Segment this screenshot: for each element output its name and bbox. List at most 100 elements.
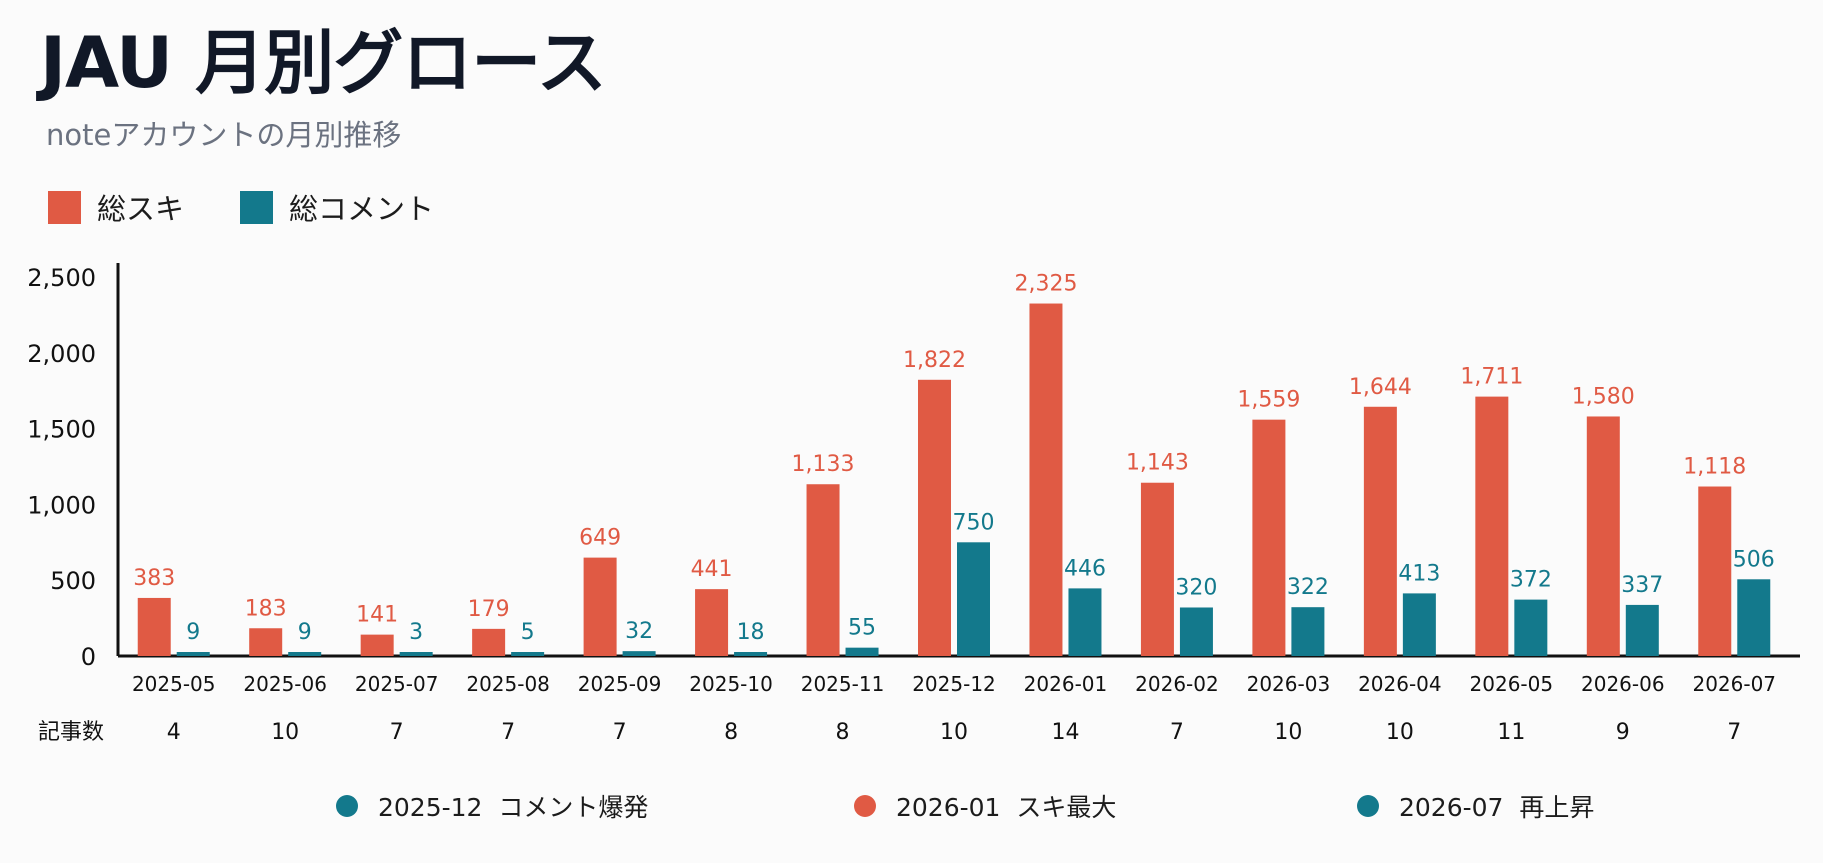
- bar-likes: [1363, 406, 1397, 656]
- bar-comments: [1068, 588, 1102, 656]
- data-label-comments: 372: [1510, 568, 1552, 593]
- bar-likes: [1475, 396, 1509, 656]
- data-label-comments: 55: [848, 616, 876, 641]
- y-tick-label: 0: [81, 643, 96, 671]
- bar-comments: [399, 652, 433, 656]
- x-tick-label: 2026-06: [1581, 672, 1665, 696]
- bar-likes: [918, 379, 951, 656]
- x-tick-label: 2025-05: [132, 672, 216, 696]
- data-label-comments: 5: [521, 620, 535, 645]
- x-tick-label: 2026-05: [1470, 672, 1554, 696]
- legend-label-comments: 総コメント: [289, 192, 435, 226]
- x-tick-label: 2025-09: [578, 672, 662, 696]
- chart-title: JAU 月別グロース: [40, 22, 607, 104]
- article-count: 7: [1170, 720, 1184, 745]
- article-count: 10: [271, 720, 299, 745]
- data-label-comments: 320: [1175, 575, 1217, 600]
- article-count: 7: [501, 720, 515, 745]
- bar-comments: [1737, 579, 1771, 656]
- article-count: 10: [940, 720, 968, 745]
- bar-comments: [1625, 604, 1659, 656]
- data-label-comments: 3: [409, 620, 423, 645]
- bar-comments: [1514, 599, 1548, 656]
- bar-likes: [695, 589, 729, 656]
- bar-likes: [583, 557, 617, 656]
- data-label-likes: 1,580: [1572, 384, 1635, 409]
- y-tick-label: 2,000: [27, 340, 96, 368]
- article-count: 8: [836, 720, 850, 745]
- data-label-likes: 383: [133, 566, 175, 591]
- article-count: 11: [1497, 720, 1525, 745]
- data-label-likes: 1,143: [1126, 451, 1189, 476]
- article-count: 7: [1727, 720, 1741, 745]
- bar-comments: [511, 652, 545, 656]
- legend-swatch-likes: [48, 190, 81, 224]
- data-label-likes: 2,325: [1014, 272, 1077, 297]
- x-tick-label: 2026-02: [1135, 672, 1219, 696]
- data-label-comments: 506: [1733, 547, 1775, 572]
- y-tick-label: 1,500: [27, 416, 96, 444]
- annotation-label: 2026-01 スキ最大: [896, 793, 1117, 822]
- bar-likes: [472, 628, 506, 656]
- annotation-label: 2025-12 コメント爆発: [378, 793, 649, 822]
- x-tick-label: 2025-12: [912, 672, 996, 696]
- x-tick-label: 2026-04: [1358, 672, 1442, 696]
- article-count: 8: [724, 720, 738, 745]
- article-count: 7: [390, 720, 404, 745]
- data-label-likes: 1,644: [1349, 375, 1412, 400]
- legend-item-likes: 総スキ: [48, 186, 184, 228]
- bar-comments: [622, 651, 656, 656]
- data-label-comments: 446: [1064, 556, 1106, 581]
- bar-comments: [957, 542, 990, 656]
- data-label-likes: 179: [468, 597, 510, 622]
- legend-label-likes: 総スキ: [97, 192, 185, 226]
- annotation-rerise: 2026-07 再上昇: [1357, 788, 1594, 824]
- annotation-dot: [854, 795, 876, 817]
- x-tick-label: 2026-01: [1024, 672, 1108, 696]
- bar-likes: [137, 597, 171, 656]
- x-tick-label: 2025-08: [466, 672, 550, 696]
- article-count: 10: [1386, 720, 1414, 745]
- legend-swatch-comments: [240, 190, 274, 224]
- x-tick-label: 2026-03: [1247, 672, 1331, 696]
- y-tick-label: 500: [50, 567, 96, 595]
- bar-likes: [1140, 482, 1174, 656]
- data-label-comments: 322: [1287, 575, 1329, 600]
- y-tick-label: 2,500: [27, 264, 96, 292]
- data-label-comments: 337: [1621, 573, 1663, 598]
- bar-likes: [1029, 303, 1063, 656]
- bar-likes: [1252, 419, 1286, 656]
- bar-comments: [845, 647, 879, 656]
- bar-likes: [249, 628, 283, 656]
- bar-comments: [1402, 593, 1436, 656]
- chart-subtitle: noteアカウントの月別推移: [46, 118, 402, 152]
- article-count: 10: [1274, 720, 1302, 745]
- data-label-likes: 1,711: [1460, 365, 1523, 390]
- data-label-likes: 1,118: [1683, 455, 1746, 480]
- x-tick-label: 2025-06: [243, 672, 327, 696]
- bar-comments: [1179, 607, 1213, 656]
- data-label-comments: 750: [953, 510, 995, 535]
- article-count: 9: [1616, 720, 1630, 745]
- article-count: 14: [1051, 720, 1079, 745]
- x-tick-label: 2025-07: [355, 672, 439, 696]
- data-label-comments: 9: [298, 620, 312, 645]
- x-tick-label: 2026-07: [1692, 672, 1776, 696]
- bar-likes: [360, 634, 394, 656]
- x-tick-label: 2025-10: [689, 672, 773, 696]
- annotation-dot: [1357, 795, 1379, 817]
- data-label-likes: 1,822: [903, 348, 966, 373]
- bar-comments: [1291, 607, 1325, 656]
- data-label-comments: 9: [186, 620, 200, 645]
- bar-likes: [1698, 486, 1732, 656]
- bar-comments: [176, 652, 210, 656]
- data-label-likes: 649: [579, 526, 621, 551]
- bar-comments: [288, 652, 322, 656]
- data-label-comments: 413: [1398, 561, 1440, 586]
- annotation-likes-max: 2026-01 スキ最大: [854, 788, 1116, 824]
- article-count: 7: [613, 720, 627, 745]
- y-tick-label: 1,000: [27, 491, 96, 519]
- data-label-comments: 18: [737, 620, 765, 645]
- bar-comments: [734, 652, 768, 656]
